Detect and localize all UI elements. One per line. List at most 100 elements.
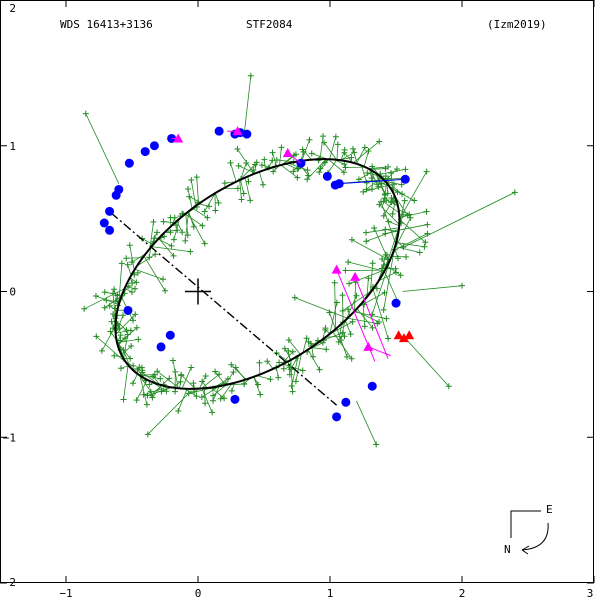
micrometric-residual-line — [370, 263, 374, 293]
micrometric-residual-line — [371, 256, 392, 315]
micrometric-point — [93, 333, 100, 340]
micrometric-point — [202, 400, 209, 407]
micrometric-point — [332, 133, 339, 140]
micrometric-point — [154, 368, 161, 375]
compass-east-label: E — [546, 503, 553, 516]
speckle-measures-layer — [99, 126, 410, 422]
micrometric-point — [378, 198, 385, 205]
speckle-point — [214, 126, 224, 136]
micrometric-residual-line — [149, 221, 154, 249]
micrometric-point — [124, 331, 131, 338]
micrometric-point — [310, 353, 317, 360]
micrometric-point — [129, 380, 136, 387]
micrometric-residual-line — [123, 364, 129, 400]
micrometric-point — [289, 388, 296, 395]
micrometric-point — [276, 359, 283, 366]
micrometric-residual-line — [190, 179, 197, 207]
micrometric-point — [341, 149, 348, 156]
micrometric-point — [424, 221, 431, 228]
micrometric-point — [150, 373, 157, 380]
micrometric-point — [170, 252, 177, 259]
micrometric-point — [267, 376, 274, 383]
speckle-point — [165, 330, 175, 340]
micrometric-residual-line — [172, 360, 179, 389]
micrometric-residual-line — [143, 255, 166, 291]
micrometric-residual-line — [334, 282, 337, 329]
micrometric-residual-line — [302, 149, 312, 160]
micrometric-point — [340, 169, 347, 176]
micrometric-residual-line — [123, 334, 129, 359]
speckle-point — [114, 184, 124, 194]
micrometric-point — [228, 387, 235, 394]
micrometric-residual-line — [173, 218, 180, 240]
micrometric-residual-line — [188, 211, 195, 227]
micrometric-point — [402, 166, 409, 173]
micrometric-point — [383, 315, 390, 322]
micrometric-point — [322, 325, 329, 332]
micrometric-point — [404, 212, 411, 219]
micrometric-point — [217, 395, 224, 402]
micrometric-point — [365, 148, 372, 155]
micrometric-residual-line — [115, 320, 127, 331]
micrometric-point — [288, 382, 295, 389]
micrometric-residual-line — [395, 246, 420, 253]
micrometric-point — [291, 294, 298, 301]
y-tick-label: 1 — [9, 140, 16, 153]
micrometric-residual-line — [383, 201, 400, 214]
micrometric-point — [193, 174, 200, 181]
micrometric-residual-line — [383, 248, 395, 310]
micrometric-residual-line — [295, 353, 302, 382]
micrometric-residual-line — [239, 180, 242, 200]
micrometric-point — [190, 380, 197, 387]
micrometric-point — [119, 312, 126, 319]
micrometric-residual-line — [302, 338, 308, 353]
micrometric-residual-line — [239, 164, 256, 181]
micrometric-point — [349, 318, 356, 325]
micrometric-point — [385, 218, 392, 225]
micrometric-point — [182, 237, 189, 244]
micrometric-point — [168, 242, 175, 249]
micrometric-residual-line — [285, 163, 298, 170]
interferometric-point — [331, 264, 342, 274]
micrometric-point — [128, 342, 135, 349]
micrometric-residual-line — [329, 136, 337, 160]
micrometric-point — [341, 333, 348, 340]
interferometric-point — [363, 341, 374, 351]
micrometric-residual-line — [388, 221, 400, 227]
micrometric-point — [348, 154, 355, 161]
micrometric-residual-line — [201, 388, 213, 413]
interferometric-point — [350, 271, 361, 281]
speckle-point — [322, 171, 332, 181]
micrometric-residual-line — [345, 295, 357, 320]
micrometric-residual-line — [386, 199, 399, 207]
micrometric-residual-line — [239, 179, 245, 194]
micrometric-residual-line — [138, 374, 152, 392]
micrometric-outlier-point — [459, 282, 465, 289]
micrometric-residual-line — [151, 246, 191, 253]
micrometric-residual-line — [204, 193, 216, 212]
micrometric-residual-line — [392, 198, 397, 214]
micrometric-point — [392, 265, 399, 272]
micrometric-residual-line — [220, 383, 233, 400]
micrometric-point — [388, 170, 395, 177]
micrometric-point — [321, 139, 328, 146]
micrometric-point — [362, 229, 369, 236]
micrometric-point — [294, 174, 301, 181]
micrometric-residual-line — [363, 184, 389, 193]
micrometric-point — [110, 311, 117, 318]
micrometric-point — [120, 396, 127, 403]
micrometric-residual-line — [118, 263, 123, 305]
micrometric-point — [394, 189, 401, 196]
micrometric-point — [401, 197, 408, 204]
micrometric-point — [360, 188, 367, 195]
micrometric-point — [369, 324, 376, 331]
micrometric-point — [323, 346, 330, 353]
micrometric-point — [421, 243, 428, 250]
micrometric-residual-line — [398, 224, 428, 231]
micrometric-point — [128, 259, 135, 266]
micrometric-residual-line — [283, 153, 297, 165]
micrometric-residual-line — [356, 308, 373, 329]
micrometric-point — [273, 157, 280, 164]
micrometric-point — [290, 168, 297, 175]
recent-measures-layer — [393, 330, 415, 343]
